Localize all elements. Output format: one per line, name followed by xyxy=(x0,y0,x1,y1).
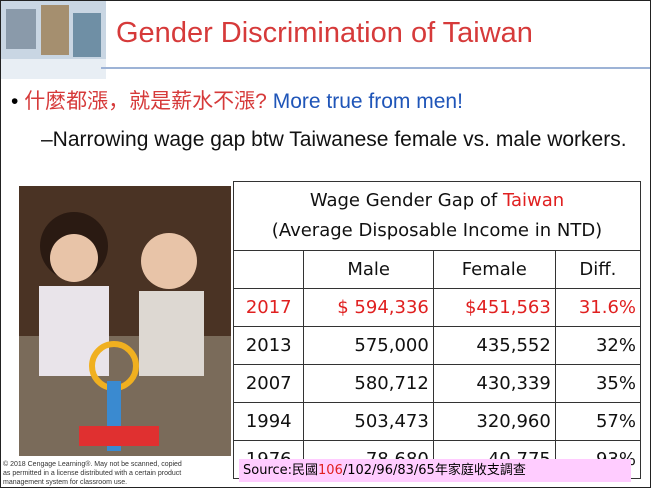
table-cell: 430,339 xyxy=(432,364,556,403)
header-cell xyxy=(232,250,305,289)
table-row: 2017 $ 594,336 $451,563 31.6% xyxy=(232,288,642,327)
table-cell: 31.6% xyxy=(554,288,642,327)
bullet: • 什麼都漲，就是薪水不漲? More true from men! xyxy=(11,90,463,113)
table-cell: 2007 xyxy=(232,364,305,403)
source-text: /102/96/83/65年家庭收支調查 xyxy=(342,463,526,478)
copyright: © 2018 Cengage Learning®. May not be sca… xyxy=(3,460,235,487)
caption-text: Taiwan xyxy=(502,190,565,211)
header-cell: Diff. xyxy=(554,250,642,289)
wage-table: Wage Gender Gap of Taiwan (Average Dispos… xyxy=(232,181,642,479)
table-row: 1994 503,473 320,960 57% xyxy=(232,402,642,441)
caption-text: Wage Gender Gap of xyxy=(309,190,503,211)
header-image xyxy=(1,1,106,79)
table-cell: 580,712 xyxy=(303,364,434,403)
title-rule xyxy=(101,67,650,69)
table-cell: 32% xyxy=(554,326,642,365)
source-text: 106 xyxy=(318,463,343,478)
source-text: Source:民國 xyxy=(243,463,319,478)
table-cell: 35% xyxy=(554,364,642,403)
table-cell: 2017 xyxy=(232,288,305,327)
table-cell: 320,960 xyxy=(432,402,556,441)
table-row: 2007 580,712 430,339 35% xyxy=(232,364,642,403)
photo xyxy=(19,186,231,456)
table-cell: $451,563 xyxy=(432,288,556,327)
header-cell: Female xyxy=(432,250,556,289)
copyright-line: © 2018 Cengage Learning®. May not be sca… xyxy=(3,461,182,468)
bullet-text: 什麼都漲，就是薪水不漲? xyxy=(24,90,267,113)
table-cell: 2013 xyxy=(232,326,305,365)
caption-text: (Average Disposable Income in NTD) xyxy=(271,220,603,241)
title: Gender Discrimination of Taiwan xyxy=(116,17,533,49)
table-cell: 575,000 xyxy=(303,326,434,365)
copyright-line: management system for classroom use. xyxy=(3,479,128,486)
table-cell: 57% xyxy=(554,402,642,441)
header-cell: Male xyxy=(303,250,434,289)
bullet-text: More true from men! xyxy=(266,90,463,113)
table-row: 2013 575,000 435,552 32% xyxy=(232,326,642,365)
source: Source:民國106/102/96/83/65年家庭收支調查 xyxy=(239,459,631,482)
caption: Wage Gender Gap of Taiwan (Average Dispos… xyxy=(233,181,641,251)
table-cell: 503,473 xyxy=(303,402,434,441)
sub-bullet: –Narrowing wage gap btw Taiwanese female… xyxy=(41,128,627,151)
table-cell: 1994 xyxy=(232,402,305,441)
table-cell: 435,552 xyxy=(432,326,556,365)
copyright-line: as permitted in a license distributed wi… xyxy=(3,470,182,477)
table-cell: $ 594,336 xyxy=(303,288,434,327)
